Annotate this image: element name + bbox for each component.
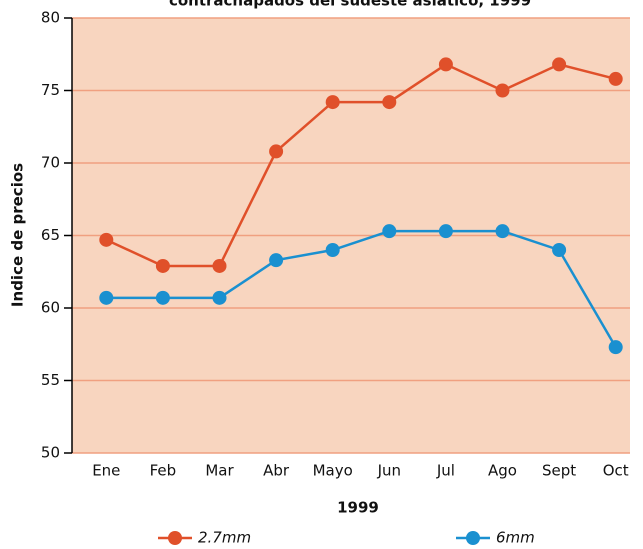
y-tick-label: 50 [41,444,60,462]
data-point [382,224,397,239]
x-tick-label: Feb [150,462,177,480]
x-tick-label: Ago [488,462,517,480]
x-tick-label: Abr [263,462,290,480]
legend-label: 2.7mm [198,529,251,547]
y-tick-label: 80 [41,9,60,27]
y-tick-label: 60 [41,299,60,317]
x-tick-label: Mayo [313,462,353,480]
data-point [495,83,510,98]
data-point [438,57,453,72]
data-point [325,243,340,257]
data-point [155,258,170,273]
x-tick-label: Mar [205,462,234,480]
y-tick-label: 55 [41,371,60,389]
data-point [438,224,453,239]
data-point [608,71,623,86]
data-point [99,290,114,305]
x-tick-label: Sept [542,462,576,480]
legend-marker [168,531,182,545]
series-line [106,229,617,348]
data-point [99,232,114,247]
data-point [212,258,227,273]
y-axis-label: Indice de precios [9,163,27,307]
x-axis-label: 1999 [337,499,379,517]
data-point [552,57,567,72]
legend-label: 6mm [496,529,535,547]
series-line [105,62,617,268]
y-tick-label: 65 [41,226,60,244]
x-tick-label: Ene [92,462,120,480]
y-tick-label: 70 [41,154,60,172]
data-point [608,340,623,355]
data-point [495,224,510,239]
legend-marker [466,531,480,545]
x-tick-label: Oct [603,462,629,480]
x-tick-label: Jun [377,462,401,480]
data-point [155,290,170,305]
data-point [325,95,340,110]
data-point [212,290,227,305]
data-point [269,253,284,268]
chart-title: contrachapados del sudeste asiático, 199… [169,0,531,10]
x-tick-label: Jul [436,462,455,480]
y-tick-label: 75 [41,81,60,99]
data-point [382,95,397,110]
data-point [552,243,567,257]
data-point [269,144,284,159]
